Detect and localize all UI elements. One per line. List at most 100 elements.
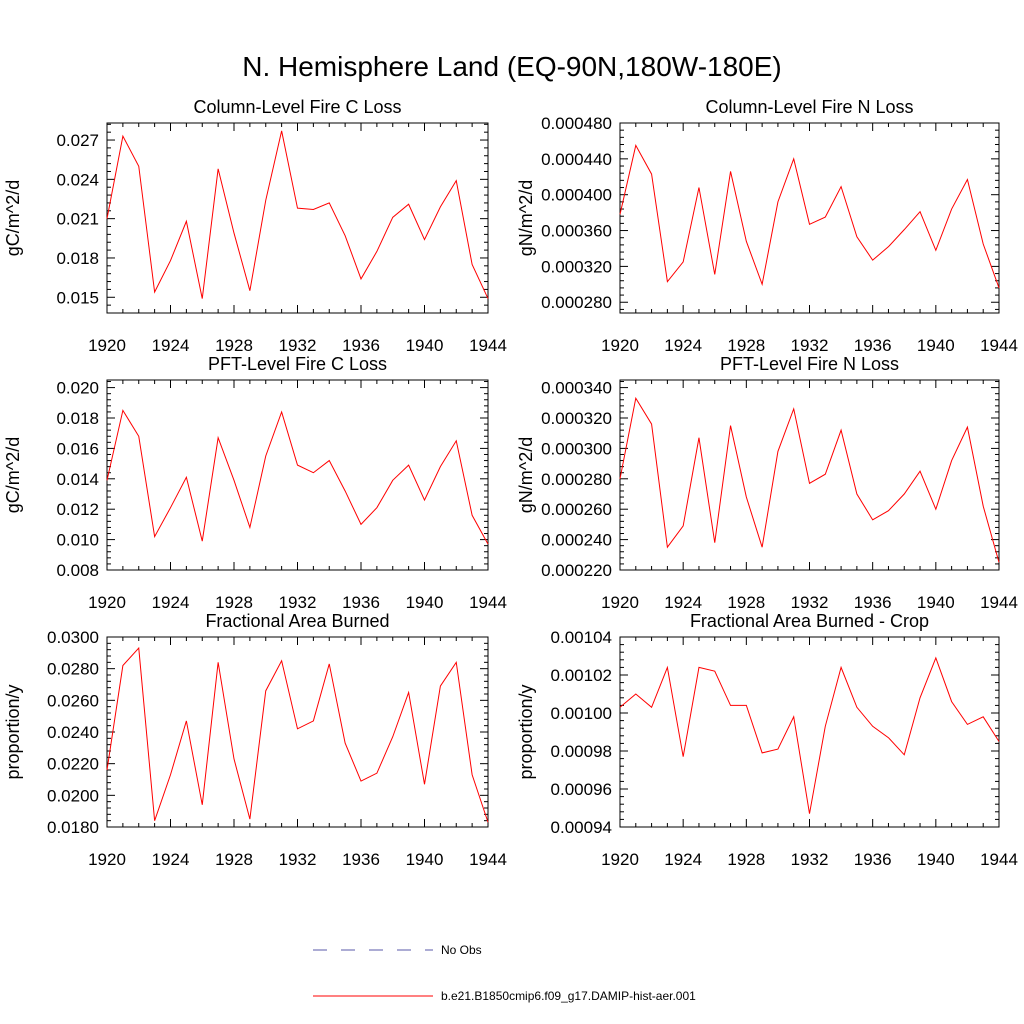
- x-tick-label: 1940: [406, 593, 444, 612]
- panel-title: Column-Level Fire N Loss: [705, 97, 913, 117]
- y-tick-label: 0.015: [56, 288, 99, 307]
- legend: No Obs b.e21.B1850cmip6.f09_g17.DAMIP-his…: [313, 943, 696, 1003]
- x-tick-label: 1924: [664, 850, 702, 869]
- y-tick-label: 0.008: [56, 561, 99, 580]
- x-tick-label: 1920: [88, 593, 126, 612]
- panel-title: Fractional Area Burned - Crop: [690, 611, 929, 631]
- x-tick-label: 1944: [980, 850, 1018, 869]
- y-axis-label: gN/m^2/d: [516, 437, 536, 513]
- plot-frame: [106, 379, 489, 571]
- y-tick-label: 0.000480: [541, 114, 612, 133]
- y-tick-label: 0.00096: [551, 780, 612, 799]
- series-line: [106, 130, 489, 299]
- panel-title: PFT-Level Fire C Loss: [208, 354, 387, 374]
- x-tick-label: 1920: [601, 850, 639, 869]
- y-tick-label: 0.00094: [551, 818, 612, 837]
- panel-title: Fractional Area Burned: [205, 611, 389, 631]
- panel-title: PFT-Level Fire N Loss: [720, 354, 899, 374]
- y-tick-label: 0.016: [56, 439, 99, 458]
- y-axis-label: proportion/y: [516, 684, 536, 779]
- y-tick-label: 0.024: [56, 170, 99, 189]
- x-tick-label: 1940: [917, 593, 955, 612]
- x-tick-label: 1928: [727, 850, 765, 869]
- y-tick-label: 0.014: [56, 470, 99, 489]
- plot-frame: [106, 122, 489, 314]
- x-tick-label: 1940: [406, 850, 444, 869]
- y-tick-label: 0.012: [56, 500, 99, 519]
- x-tick-label: 1928: [215, 336, 253, 355]
- chart-panel: PFT-Level Fire N Loss gN/m^2/d 1920 1924 192…: [516, 354, 1018, 612]
- legend-label: b.e21.B1850cmip6.f09_g17.DAMIP-hist-aer.…: [441, 989, 696, 1003]
- x-tick-label: 1944: [980, 336, 1018, 355]
- x-tick-label: 1932: [791, 336, 829, 355]
- y-tick-label: 0.000280: [541, 293, 612, 312]
- y-tick-label: 0.000320: [541, 409, 612, 428]
- y-tick-label: 0.00098: [551, 742, 612, 761]
- x-tick-label: 1932: [279, 336, 317, 355]
- x-tick-label: 1936: [342, 336, 380, 355]
- chart-panel: Fractional Area Burned - Crop proportion/…: [516, 611, 1018, 869]
- x-tick-label: 1928: [727, 593, 765, 612]
- x-tick-label: 1924: [664, 593, 702, 612]
- chart-panel: Fractional Area Burned proportion/y 1920 19…: [3, 611, 507, 869]
- y-tick-label: 0.0240: [47, 723, 99, 742]
- series-line: [106, 646, 489, 823]
- y-tick-label: 0.00102: [551, 666, 612, 685]
- y-tick-label: 0.0260: [47, 691, 99, 710]
- panel-title: Column-Level Fire C Loss: [193, 97, 401, 117]
- x-tick-label: 1928: [727, 336, 765, 355]
- x-tick-label: 1920: [88, 336, 126, 355]
- y-tick-label: 0.0180: [47, 818, 99, 837]
- panels: Column-Level Fire C Loss gC/m^2/d 1920 1924…: [3, 97, 1018, 869]
- x-tick-label: 1932: [279, 593, 317, 612]
- x-tick-label: 1932: [791, 593, 829, 612]
- y-axis-label: proportion/y: [3, 684, 23, 779]
- x-tick-label: 1940: [917, 850, 955, 869]
- x-tick-label: 1920: [601, 593, 639, 612]
- x-tick-label: 1936: [342, 593, 380, 612]
- x-tick-label: 1936: [854, 850, 892, 869]
- y-axis-label: gN/m^2/d: [516, 180, 536, 256]
- x-tick-label: 1924: [152, 336, 190, 355]
- series-line: [619, 144, 1000, 289]
- chart-panel: Column-Level Fire N Loss gN/m^2/d 1920 1924…: [516, 97, 1018, 355]
- x-tick-label: 1936: [854, 336, 892, 355]
- plot-frame: [619, 636, 1000, 828]
- y-tick-label: 0.000300: [541, 439, 612, 458]
- y-tick-label: 0.000260: [541, 500, 612, 519]
- y-tick-label: 0.0300: [47, 628, 99, 647]
- series-line: [106, 409, 489, 545]
- y-tick-label: 0.0200: [47, 786, 99, 805]
- x-tick-label: 1944: [469, 850, 507, 869]
- x-tick-label: 1920: [601, 336, 639, 355]
- plot-frame: [106, 636, 489, 828]
- x-tick-label: 1940: [917, 336, 955, 355]
- chart-panel: Column-Level Fire C Loss gC/m^2/d 1920 1924…: [3, 97, 507, 355]
- legend-label: No Obs: [441, 943, 482, 957]
- y-tick-label: 0.00100: [551, 704, 612, 723]
- y-tick-label: 0.018: [56, 249, 99, 268]
- x-tick-label: 1920: [88, 850, 126, 869]
- y-tick-label: 0.0220: [47, 755, 99, 774]
- series-line: [619, 656, 1000, 814]
- plot-frame: [619, 122, 1000, 314]
- x-tick-label: 1928: [215, 850, 253, 869]
- plot-frame: [619, 379, 1000, 571]
- y-tick-label: 0.000340: [541, 379, 612, 398]
- x-tick-label: 1936: [342, 850, 380, 869]
- chart-panel: PFT-Level Fire C Loss gC/m^2/d 1920 1924 192…: [3, 354, 507, 612]
- x-tick-label: 1944: [469, 336, 507, 355]
- x-tick-label: 1932: [279, 850, 317, 869]
- y-axis-label: gC/m^2/d: [3, 180, 23, 256]
- series-line: [619, 396, 1000, 563]
- x-tick-label: 1924: [152, 850, 190, 869]
- y-tick-label: 0.0280: [47, 660, 99, 679]
- y-tick-label: 0.020: [56, 379, 99, 398]
- x-tick-label: 1928: [215, 593, 253, 612]
- y-tick-label: 0.010: [56, 531, 99, 550]
- y-tick-label: 0.000440: [541, 150, 612, 169]
- y-tick-label: 0.000240: [541, 531, 612, 550]
- x-tick-label: 1924: [664, 336, 702, 355]
- x-tick-label: 1944: [980, 593, 1018, 612]
